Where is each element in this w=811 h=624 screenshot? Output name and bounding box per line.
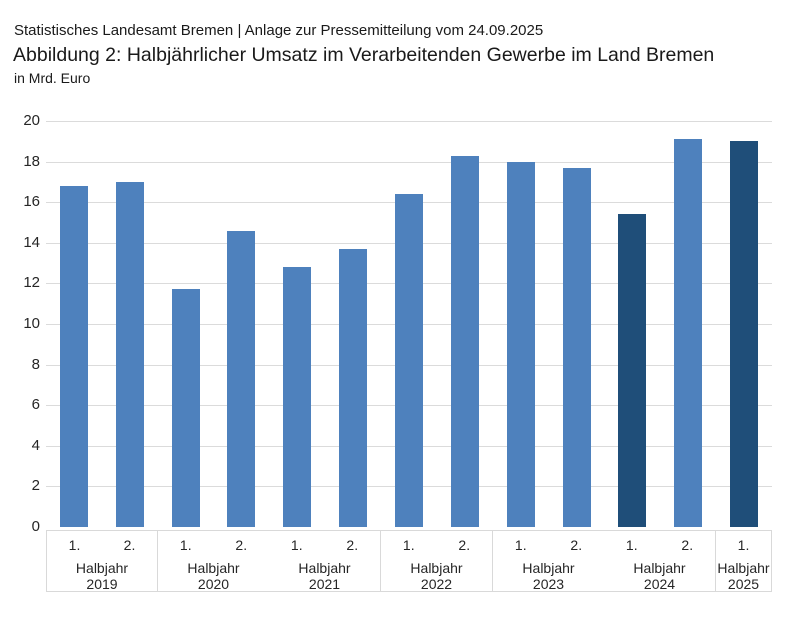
bar-2023-h2 xyxy=(563,168,591,527)
half-label-row: 1. 2. xyxy=(604,531,715,553)
half-label: 1. xyxy=(625,537,638,553)
period-label: Halbjahr xyxy=(522,560,575,576)
gridline xyxy=(46,162,772,163)
x-axis-group-2025: 1. Halbjahr 2025 xyxy=(716,530,772,592)
half-label: 1. xyxy=(402,537,415,553)
half-label: 2. xyxy=(570,537,583,553)
year-label: 2024 xyxy=(643,576,676,592)
year-label: 2023 xyxy=(532,576,565,592)
half-label-row: 1. 2. xyxy=(269,531,380,553)
bar-2021-h2 xyxy=(339,249,367,527)
half-label: 1. xyxy=(514,537,527,553)
half-label-row: 1. xyxy=(716,531,771,553)
period-label: Halbjahr xyxy=(298,560,351,576)
half-label-row: 1. 2. xyxy=(47,531,157,553)
half-label-row: 1. 2. xyxy=(381,531,492,553)
period-label: Halbjahr xyxy=(75,560,129,576)
half-label: 2. xyxy=(681,537,694,553)
y-axis-tick-label: 6 xyxy=(31,396,40,413)
half-label: 1. xyxy=(68,537,81,553)
year-label: 2022 xyxy=(420,576,453,592)
figure-title: Abbildung 2: Halbjährlicher Umsatz im Ve… xyxy=(13,44,715,66)
year-label: 2020 xyxy=(197,576,230,592)
x-axis-group-2024: 1. 2. Halbjahr 2024 xyxy=(604,530,716,592)
x-axis-group-2022: 1. 2. Halbjahr 2022 xyxy=(381,530,493,592)
half-label: 2. xyxy=(458,537,471,553)
period-label: Halbjahr xyxy=(717,560,770,576)
bar-2020-h2 xyxy=(227,231,255,527)
bar-2024-h2 xyxy=(674,139,702,527)
half-label: 1. xyxy=(179,537,192,553)
y-axis-tick-label: 16 xyxy=(23,193,40,210)
half-label-row: 1. 2. xyxy=(493,531,604,553)
half-label: 1. xyxy=(737,537,750,553)
half-label: 2. xyxy=(235,537,248,553)
bar-2020-h1 xyxy=(172,289,200,527)
y-axis-tick-label: 18 xyxy=(23,153,40,170)
y-axis-tick-label: 0 xyxy=(31,518,40,535)
gridline xyxy=(46,121,772,122)
year-label: 2025 xyxy=(727,576,760,592)
y-axis-tick-label: 8 xyxy=(31,356,40,373)
bar-2023-h1 xyxy=(507,162,535,527)
half-label: 1. xyxy=(290,537,303,553)
bar-2025-h1 xyxy=(730,141,758,527)
document-source-line: Statistisches Landesamt Bremen | Anlage … xyxy=(14,22,544,39)
period-label: Halbjahr xyxy=(187,560,240,576)
half-label-row: 1. 2. xyxy=(158,531,269,553)
y-axis-tick-label: 10 xyxy=(23,315,40,332)
y-axis-tick-label: 12 xyxy=(23,274,40,291)
x-axis-group-2021: 1. 2. Halbjahr 2021 xyxy=(269,530,381,592)
bar-2019-h1 xyxy=(60,186,88,527)
period-label: Halbjahr xyxy=(410,560,463,576)
y-axis-tick-label: 20 xyxy=(23,112,40,129)
bar-2021-h1 xyxy=(283,267,311,527)
half-label: 2. xyxy=(346,537,359,553)
y-axis-tick-label: 4 xyxy=(31,437,40,454)
bar-2022-h2 xyxy=(451,156,479,527)
x-axis-group-2023: 1. 2. Halbjahr 2023 xyxy=(493,530,605,592)
unit-label: in Mrd. Euro xyxy=(14,70,91,86)
year-label: 2021 xyxy=(308,576,341,592)
bar-2024-h1 xyxy=(618,214,646,527)
y-axis-tick-label: 14 xyxy=(23,234,40,251)
y-axis-tick-label: 2 xyxy=(31,477,40,494)
bar-2022-h1 xyxy=(395,194,423,527)
x-axis-group-2020: 1. 2. Halbjahr 2020 xyxy=(158,530,270,592)
bar-2019-h2 xyxy=(116,182,144,527)
x-axis-group-2019: 1. 2. Halbjahr 2019 xyxy=(46,530,158,592)
year-label: 2019 xyxy=(86,576,118,592)
period-label: Halbjahr xyxy=(633,560,686,576)
half-label: 2. xyxy=(123,537,136,553)
